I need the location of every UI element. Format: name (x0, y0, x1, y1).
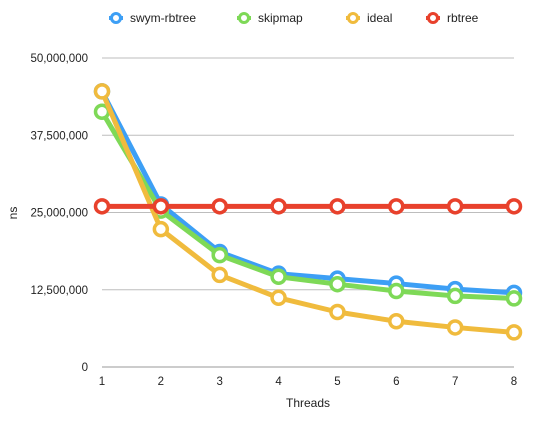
x-axis-title: Threads (286, 396, 330, 410)
legend-item: skipmap (237, 11, 303, 25)
x-tick-label: 5 (334, 376, 340, 388)
data-point (152, 220, 170, 238)
y-tick-label: 25,000,000 (30, 208, 88, 220)
series-ideal (93, 83, 523, 341)
data-point (270, 198, 287, 215)
legend-label: skipmap (258, 11, 303, 25)
data-point (505, 198, 523, 215)
data-point (270, 289, 287, 307)
data-point (93, 198, 111, 215)
legend-item: ideal (346, 11, 392, 25)
data-point (211, 266, 228, 284)
data-point (505, 324, 523, 341)
legend: swym-rbtree skipmap ideal rbtree (109, 11, 479, 25)
x-tick-label: 1 (99, 376, 105, 388)
data-point (270, 268, 287, 286)
y-tick-label: 37,500,000 (30, 130, 88, 142)
data-point (388, 198, 405, 215)
x-tick-label: 6 (393, 376, 399, 388)
data-point (505, 290, 523, 307)
legend-item: rbtree (426, 11, 479, 25)
series-layer (93, 83, 523, 341)
y-tick-label: 50,000,000 (30, 53, 88, 65)
series-line (99, 88, 517, 296)
data-point (329, 198, 346, 215)
data-point (446, 198, 464, 215)
data-point (152, 198, 170, 215)
x-tick-label: 3 (217, 376, 223, 388)
series-line (99, 88, 517, 335)
legend-swatch-marker (427, 12, 439, 24)
data-point (446, 287, 464, 305)
data-point (93, 83, 111, 100)
x-axis-ticks: 1 2 3 4 5 6 7 8 (99, 376, 517, 388)
x-tick-label: 8 (511, 376, 517, 388)
x-tick-label: 7 (452, 376, 458, 388)
data-point (211, 246, 228, 264)
y-tick-label: 0 (82, 362, 88, 374)
x-tick-label: 4 (275, 376, 282, 388)
legend-label: rbtree (447, 11, 479, 25)
legend-swatch-marker (238, 12, 250, 24)
legend-label: swym-rbtree (130, 11, 196, 25)
legend-item: swym-rbtree (109, 11, 196, 25)
series-swym-rbtree (93, 83, 523, 302)
x-tick-label: 2 (158, 376, 164, 388)
data-point (388, 313, 405, 330)
y-axis-ticks: 0 12,500,000 25,000,000 37,500,000 50,000,00… (30, 53, 88, 374)
legend-swatch-marker (110, 12, 122, 24)
y-tick-label: 12,500,000 (30, 285, 88, 297)
data-point (446, 319, 464, 336)
y-axis-title: ns (6, 207, 20, 220)
data-point (329, 303, 346, 321)
series-rbtree (93, 198, 523, 215)
data-point (329, 275, 346, 293)
data-point (211, 198, 228, 215)
series-line (99, 109, 517, 301)
legend-swatch-marker (347, 12, 359, 24)
legend-label: ideal (367, 11, 392, 25)
data-point (388, 282, 405, 300)
